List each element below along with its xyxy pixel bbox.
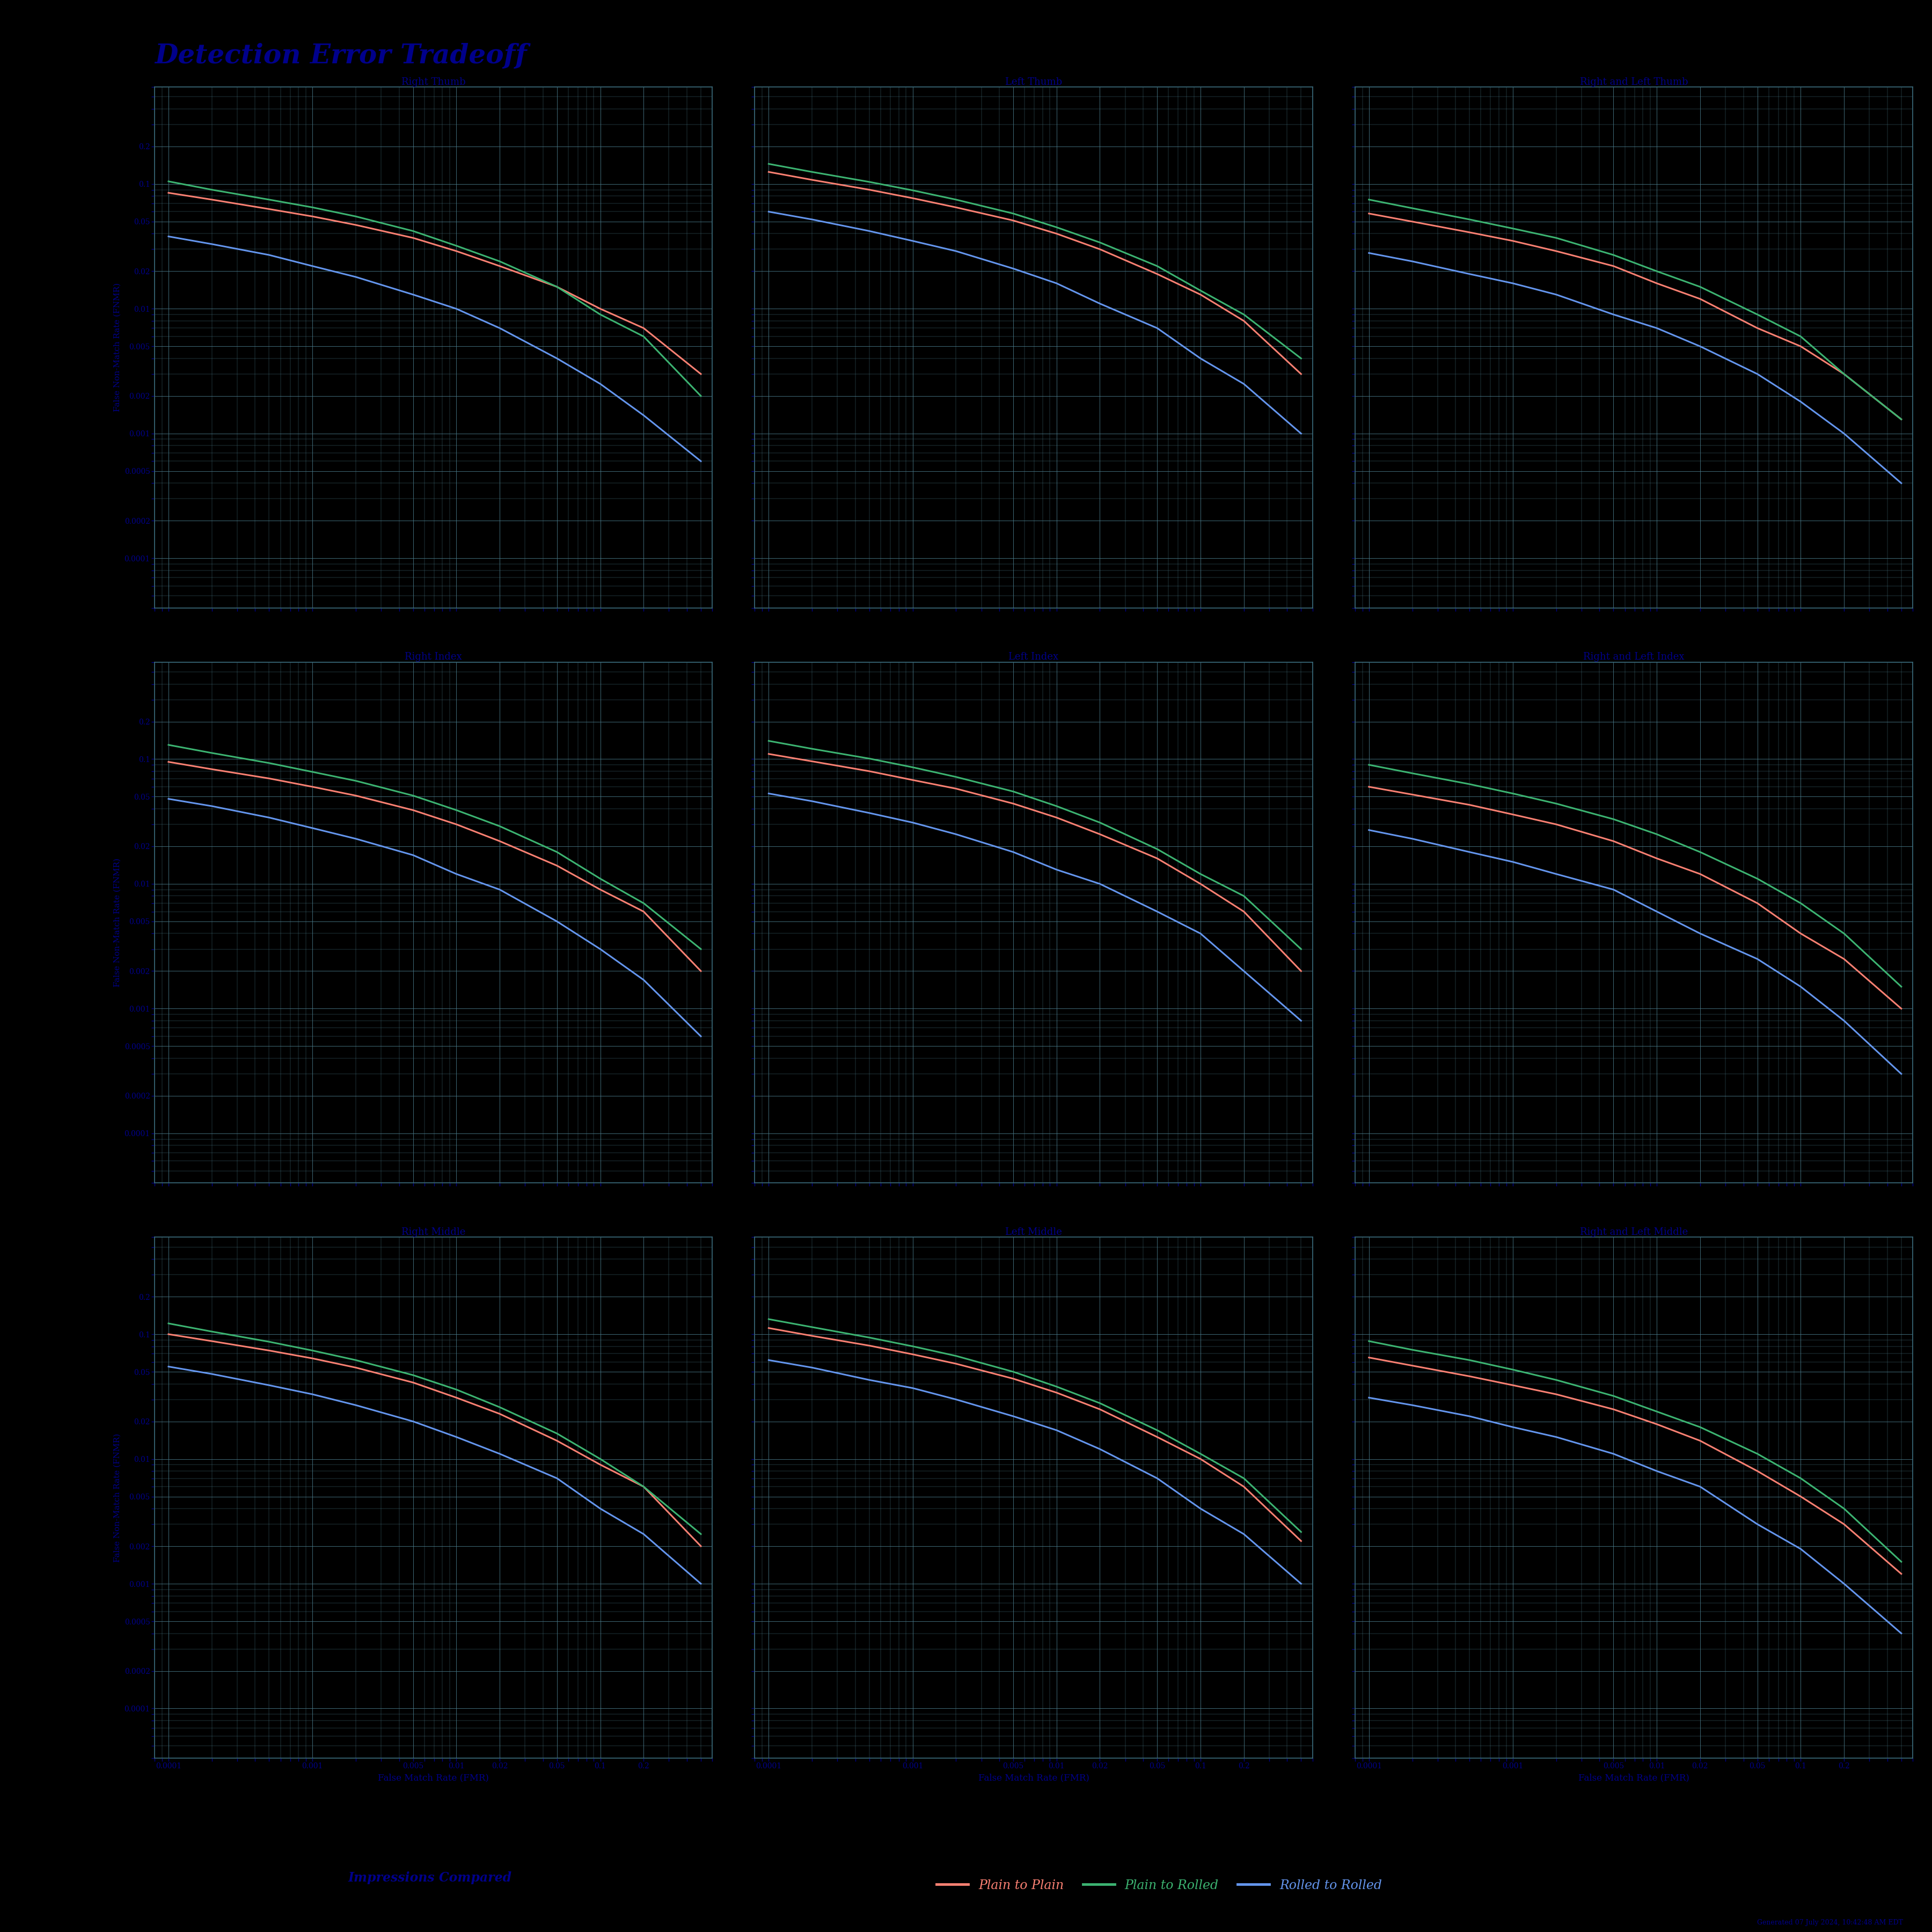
- X-axis label: False Match Rate (FMR): False Match Rate (FMR): [379, 1774, 489, 1781]
- Legend: Plain to Plain, Plain to Rolled, Rolled to Rolled: Plain to Plain, Plain to Rolled, Rolled …: [931, 1874, 1387, 1897]
- Text: Detection Error Tradeoff: Detection Error Tradeoff: [155, 43, 527, 70]
- Title: Right Middle: Right Middle: [402, 1227, 466, 1236]
- Text: Generated 07 July 2024, 10:42:48 AM EDT: Generated 07 July 2024, 10:42:48 AM EDT: [1756, 1918, 1903, 1926]
- Title: Right Index: Right Index: [406, 653, 462, 663]
- Title: Left Index: Left Index: [1009, 653, 1059, 663]
- Title: Right and Left Thumb: Right and Left Thumb: [1580, 77, 1689, 87]
- Y-axis label: False Non-Match Rate (FNMR): False Non-Match Rate (FNMR): [114, 858, 122, 987]
- Title: Left Middle: Left Middle: [1005, 1227, 1063, 1236]
- Text: Impressions Compared: Impressions Compared: [348, 1872, 512, 1884]
- Y-axis label: False Non-Match Rate (FNMR): False Non-Match Rate (FNMR): [114, 282, 122, 412]
- Y-axis label: False Non-Match Rate (FNMR): False Non-Match Rate (FNMR): [114, 1434, 122, 1563]
- X-axis label: False Match Rate (FMR): False Match Rate (FMR): [978, 1774, 1090, 1781]
- Title: Right Thumb: Right Thumb: [402, 77, 466, 87]
- X-axis label: False Match Rate (FMR): False Match Rate (FMR): [1578, 1774, 1689, 1781]
- Title: Right and Left Index: Right and Left Index: [1582, 653, 1685, 663]
- Title: Right and Left Middle: Right and Left Middle: [1580, 1227, 1689, 1236]
- Title: Left Thumb: Left Thumb: [1005, 77, 1063, 87]
